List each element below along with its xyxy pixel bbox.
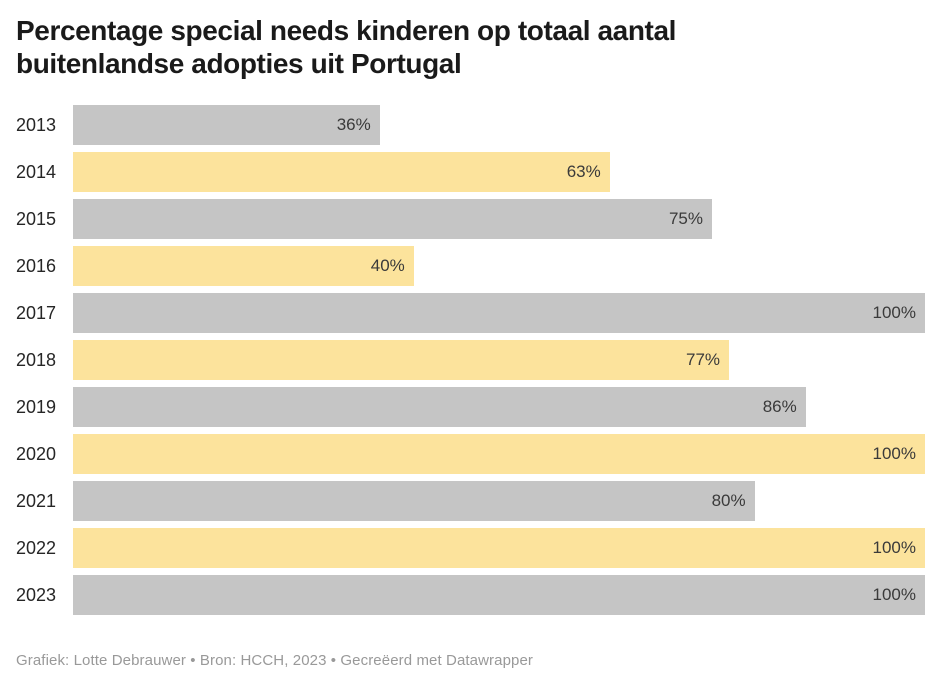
value-label: 40% (370, 256, 405, 275)
bar: 40% (73, 246, 414, 286)
bar-row: 2020 100% (16, 434, 925, 474)
bar-row: 2015 75% (16, 199, 925, 239)
bars: 2013 36% 2014 63% 2015 75% 2016 40% 2017 100% 2018… (16, 105, 925, 615)
year-label: 2021 (16, 491, 57, 511)
bar-track: 100% (73, 434, 925, 474)
value-label: 100% (872, 303, 916, 322)
bar-track: 86% (73, 387, 925, 427)
chart-title-line-2: buitenlandse adopties uit Portugal (16, 48, 462, 79)
year-label: 2015 (16, 209, 57, 229)
chart-title: Percentage special needs kinderen op tot… (16, 14, 925, 80)
bar: 77% (73, 340, 730, 380)
bar-track: 77% (73, 340, 925, 380)
bar-track: 80% (73, 481, 925, 521)
value-label: 63% (566, 162, 601, 181)
year-label: 2016 (16, 256, 57, 276)
bar: 63% (73, 152, 610, 192)
bar-track: 63% (73, 152, 925, 192)
value-label: 75% (668, 209, 703, 228)
year-label: 2019 (16, 397, 57, 417)
bar: 100% (73, 528, 925, 568)
bar-track: 100% (73, 293, 925, 333)
bar: 75% (73, 199, 712, 239)
bar-row: 2019 86% (16, 387, 925, 427)
bar: 100% (73, 575, 925, 615)
bar-chart: 2013 36% 2014 63% 2015 75% 2016 40% 2017 100% 2018… (16, 105, 925, 622)
year-label: 2020 (16, 444, 57, 464)
bar-track: 75% (73, 199, 925, 239)
bar: 100% (73, 434, 925, 474)
bar: 100% (73, 293, 925, 333)
bar: 36% (73, 105, 380, 145)
year-label: 2023 (16, 585, 57, 605)
year-label: 2017 (16, 303, 57, 323)
bar-row: 2016 40% (16, 246, 925, 286)
bar-row: 2017 100% (16, 293, 925, 333)
bar-track: 36% (73, 105, 925, 145)
year-label: 2022 (16, 538, 57, 558)
value-label: 100% (872, 538, 916, 557)
bar-track: 100% (73, 528, 925, 568)
value-label: 86% (762, 397, 797, 416)
bar-row: 2022 100% (16, 528, 925, 568)
year-label: 2018 (16, 350, 57, 370)
bar-row: 2013 36% (16, 105, 925, 145)
value-label: 77% (686, 350, 721, 369)
value-label: 100% (872, 585, 916, 604)
bar-track: 100% (73, 575, 925, 615)
chart-title-line-1: Percentage special needs kinderen op tot… (16, 15, 677, 46)
year-label: 2013 (16, 115, 57, 135)
value-label: 36% (336, 115, 371, 134)
bar-row: 2021 80% (16, 481, 925, 521)
bar-track: 40% (73, 246, 925, 286)
value-label: 100% (872, 444, 916, 463)
bar-row: 2014 63% (16, 152, 925, 192)
bar: 86% (73, 387, 806, 427)
attribution-footer: Grafiek: Lotte Debrauwer • Bron: HCCH, 2… (16, 652, 533, 669)
value-label: 80% (711, 491, 746, 510)
bar-row: 2023 100% (16, 575, 925, 615)
year-label: 2014 (16, 162, 57, 182)
bar-row: 2018 77% (16, 340, 925, 380)
bar: 80% (73, 481, 755, 521)
